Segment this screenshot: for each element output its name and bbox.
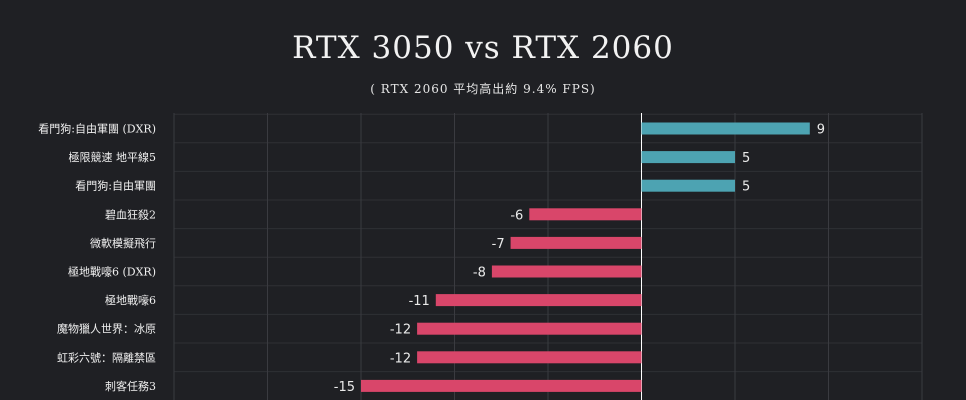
- bar-negative: [491, 265, 642, 278]
- chart-title: RTX 3050 vs RTX 2060: [292, 30, 674, 66]
- value-label: 9: [817, 123, 825, 138]
- category-label: 微軟模擬飛行: [90, 236, 156, 250]
- bar-negative: [435, 294, 642, 307]
- bar-layer: [361, 122, 810, 392]
- value-label: 5: [742, 180, 750, 195]
- value-label: -12: [390, 323, 411, 338]
- bar-negative: [510, 236, 642, 249]
- category-label: 看門狗:自由軍團 (DXR): [38, 122, 156, 136]
- bar-negative: [417, 322, 642, 335]
- bar-negative: [529, 208, 642, 221]
- value-label: -6: [510, 208, 523, 223]
- value-label: -15: [334, 380, 355, 395]
- bar-positive: [641, 179, 735, 192]
- value-label: -7: [492, 237, 505, 252]
- category-label: 魔物獵人世界：冰原: [57, 322, 156, 336]
- category-label: 看門狗:自由軍團: [75, 179, 156, 193]
- value-label: 5: [742, 151, 750, 166]
- bar-negative: [417, 351, 642, 364]
- bar-positive: [641, 122, 810, 135]
- bar-negative: [361, 379, 642, 392]
- category-label: 極限競速 地平線5: [69, 150, 157, 164]
- label-layer: 看門狗:自由軍團 (DXR) 9 極限競速 地平線5 5 看門狗:自由軍團 5 碧血狂殺2 -…: [38, 122, 825, 395]
- chart-subtitle: ( RTX 2060 平均高出約 9.4% FPS): [370, 82, 596, 96]
- bar-positive: [641, 151, 735, 164]
- category-label: 碧血狂殺2: [105, 207, 156, 221]
- value-label: -8: [473, 266, 486, 281]
- category-label: 極地戰嚎6 (DXR): [68, 265, 156, 279]
- category-label: 刺客任務3: [105, 379, 156, 393]
- category-label: 虹彩六號：隔離禁區: [57, 350, 156, 364]
- value-label: -12: [390, 351, 411, 366]
- category-label: 極地戰嚎6: [105, 293, 156, 307]
- value-label: -11: [409, 294, 430, 309]
